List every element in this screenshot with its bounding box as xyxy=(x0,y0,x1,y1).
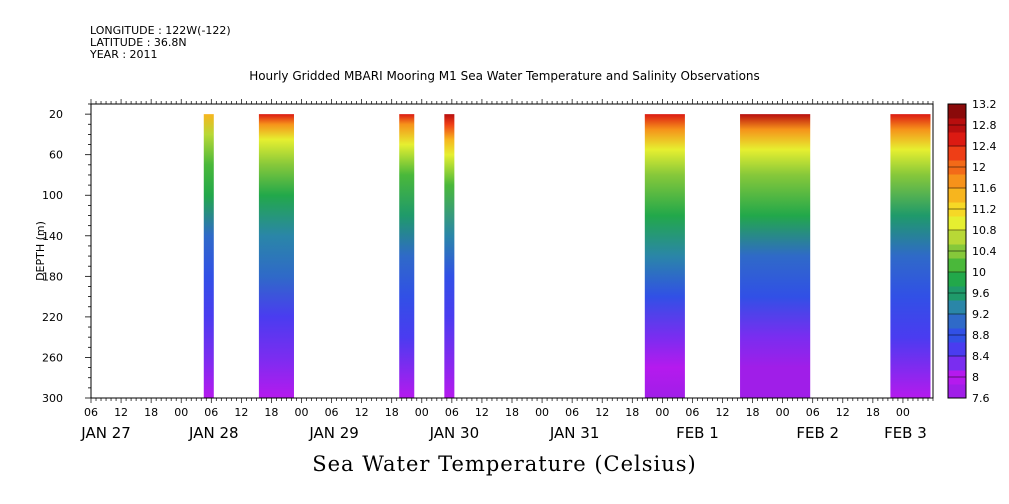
x-tick-label: 18 xyxy=(625,406,639,419)
x-tick-label: 12 xyxy=(234,406,248,419)
colorbar-label: 12 xyxy=(972,161,986,174)
x-tick-label: 12 xyxy=(475,406,489,419)
colorbar-swatch xyxy=(948,314,966,329)
x-date-label: JAN 29 xyxy=(308,424,359,442)
colorbar-label: 9.2 xyxy=(972,308,990,321)
x-tick-label: 12 xyxy=(355,406,369,419)
x-tick-label: 06 xyxy=(325,406,339,419)
x-tick-label: 06 xyxy=(806,406,820,419)
colorbar-swatch xyxy=(948,146,966,161)
data-block xyxy=(258,114,294,398)
colorbar-swatch xyxy=(948,188,966,203)
colorbar-label: 11.2 xyxy=(972,203,997,216)
colorbar-title: Sea Water Temperature (Celsius) xyxy=(312,452,697,476)
colorbar-swatch xyxy=(948,258,966,273)
year-label: YEAR : 2011 xyxy=(90,48,158,61)
colorbar-swatch xyxy=(948,174,966,189)
colorbar-swatch xyxy=(948,104,966,119)
x-date-label: FEB 2 xyxy=(796,424,839,442)
x-date-label: JAN 27 xyxy=(80,424,131,442)
x-tick-label: 00 xyxy=(174,406,188,419)
colorbar-label: 13.2 xyxy=(972,98,997,111)
colorbar-swatch xyxy=(948,356,966,371)
data-block xyxy=(444,114,455,398)
latitude-label: LATITUDE : 36.8N xyxy=(90,36,187,49)
x-date-label: JAN 31 xyxy=(549,424,600,442)
chart-title: Hourly Gridded MBARI Mooring M1 Sea Wate… xyxy=(249,69,760,83)
x-tick-label: 18 xyxy=(505,406,519,419)
y-tick-label: 300 xyxy=(42,392,63,405)
x-tick-label: 00 xyxy=(655,406,669,419)
x-date-label: JAN 30 xyxy=(429,424,480,442)
x-tick-label: 12 xyxy=(836,406,850,419)
data-block xyxy=(399,114,415,398)
y-tick-label: 180 xyxy=(42,270,63,283)
longitude-label: LONGITUDE : 122W(-122) xyxy=(90,24,231,37)
x-tick-label: 00 xyxy=(535,406,549,419)
data-block xyxy=(890,114,931,398)
x-tick-label: 06 xyxy=(565,406,579,419)
colorbar-swatch xyxy=(948,300,966,315)
y-axis-label: DEPTH (m) xyxy=(34,221,47,281)
y-tick-label: 260 xyxy=(42,351,63,364)
x-tick-label: 06 xyxy=(685,406,699,419)
x-tick-label: 12 xyxy=(595,406,609,419)
x-tick-label: 06 xyxy=(204,406,218,419)
colorbar-label: 12.8 xyxy=(972,119,997,132)
colorbar-label: 12.4 xyxy=(972,140,997,153)
colorbar-swatch xyxy=(948,230,966,245)
colorbar-swatch xyxy=(948,384,966,399)
colorbar-label: 8 xyxy=(972,371,979,384)
colorbar-swatch xyxy=(948,342,966,357)
x-tick-label: 00 xyxy=(776,406,790,419)
colorbar-swatch xyxy=(948,216,966,231)
data-block xyxy=(644,114,685,398)
x-date-label: FEB 3 xyxy=(884,424,927,442)
y-tick-label: 140 xyxy=(42,230,63,243)
colorbar-label: 8.4 xyxy=(972,350,990,363)
x-tick-label: 00 xyxy=(415,406,429,419)
colorbar-swatch xyxy=(948,132,966,147)
data-block xyxy=(203,114,214,398)
colorbar-label: 8.8 xyxy=(972,329,990,342)
colorbar-label: 10.4 xyxy=(972,245,997,258)
x-tick-label: 18 xyxy=(385,406,399,419)
x-date-label: FEB 1 xyxy=(676,424,719,442)
y-tick-label: 220 xyxy=(42,311,63,324)
x-tick-label: 18 xyxy=(144,406,158,419)
x-tick-label: 06 xyxy=(445,406,459,419)
x-date-label: JAN 28 xyxy=(188,424,239,442)
colorbar-label: 10 xyxy=(972,266,986,279)
x-tick-label: 12 xyxy=(114,406,128,419)
colorbar-label: 9.6 xyxy=(972,287,990,300)
x-tick-label: 18 xyxy=(746,406,760,419)
x-tick-label: 00 xyxy=(896,406,910,419)
x-tick-label: 18 xyxy=(264,406,278,419)
colorbar-label: 11.6 xyxy=(972,182,997,195)
colorbar-label: 7.6 xyxy=(972,392,990,405)
x-tick-label: 00 xyxy=(295,406,309,419)
x-tick-label: 18 xyxy=(866,406,880,419)
data-block xyxy=(740,114,811,398)
colorbar-swatch xyxy=(948,272,966,287)
x-tick-label: 06 xyxy=(84,406,98,419)
x-tick-label: 12 xyxy=(716,406,730,419)
y-tick-label: 60 xyxy=(49,149,63,162)
y-tick-label: 20 xyxy=(49,108,63,121)
colorbar-label: 10.8 xyxy=(972,224,997,237)
y-tick-label: 100 xyxy=(42,189,63,202)
